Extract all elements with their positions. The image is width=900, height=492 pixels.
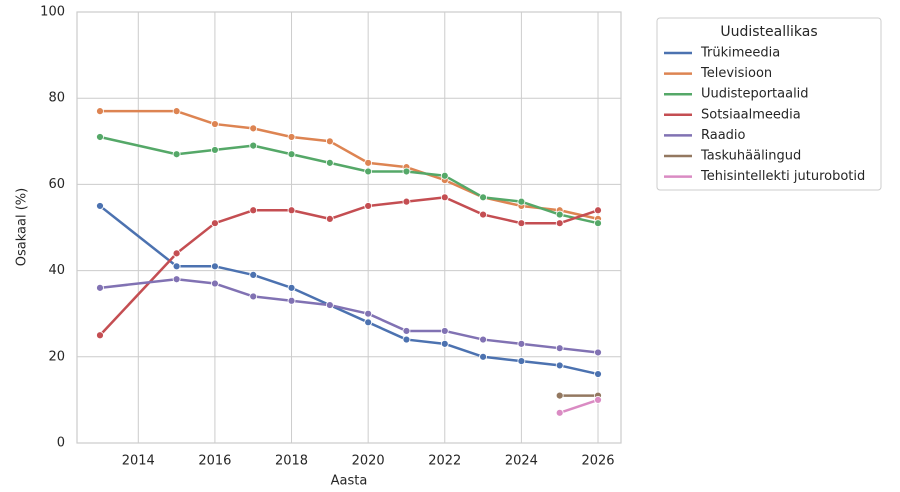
point xyxy=(594,219,602,228)
point xyxy=(555,391,564,400)
point xyxy=(555,210,564,219)
point xyxy=(325,137,334,146)
point xyxy=(402,167,411,176)
point xyxy=(211,279,219,288)
point xyxy=(211,146,219,154)
point xyxy=(555,344,564,353)
point xyxy=(479,210,487,219)
y-tick-label: 0 xyxy=(57,436,65,451)
y-tick-label: 80 xyxy=(48,91,65,106)
point xyxy=(249,141,258,150)
legend-label: Televisioon xyxy=(700,66,772,81)
point xyxy=(440,193,449,202)
point xyxy=(287,296,296,305)
point xyxy=(440,327,449,335)
point xyxy=(211,262,219,271)
point xyxy=(402,335,411,344)
point xyxy=(479,193,487,202)
point xyxy=(249,271,258,279)
x-tick-label: 2018 xyxy=(275,454,308,469)
point xyxy=(440,339,449,348)
point xyxy=(402,327,411,335)
legend-box xyxy=(656,17,882,191)
point xyxy=(517,197,526,206)
point xyxy=(364,167,373,176)
x-tick-label: 2016 xyxy=(198,454,231,469)
point xyxy=(96,107,104,116)
legend-label: Trükimeedia xyxy=(700,46,780,61)
point xyxy=(402,197,411,206)
point xyxy=(594,395,602,404)
y-axis-label: Osakaal (%) xyxy=(15,188,30,266)
point xyxy=(517,219,526,228)
point xyxy=(364,309,373,318)
point xyxy=(287,283,296,292)
point xyxy=(96,202,104,210)
point xyxy=(96,133,104,141)
point xyxy=(594,348,602,357)
point xyxy=(325,158,334,167)
point xyxy=(594,206,602,215)
y-tick-label: 100 xyxy=(40,5,65,20)
point xyxy=(287,150,296,159)
legend-title: Uudisteallikas xyxy=(720,24,817,40)
point xyxy=(249,124,258,133)
point xyxy=(555,219,564,228)
legend-label: Tehisintellekti juturobotid xyxy=(700,169,865,184)
y-tick-label: 20 xyxy=(48,349,65,364)
y-tick-label: 40 xyxy=(48,263,65,278)
legend-label: Raadio xyxy=(701,128,746,143)
point xyxy=(287,133,296,141)
plot-frame xyxy=(76,11,622,444)
point xyxy=(594,370,602,378)
x-tick-label: 2026 xyxy=(581,454,614,469)
point xyxy=(440,171,449,180)
point xyxy=(364,202,373,210)
point xyxy=(211,219,219,228)
point xyxy=(555,408,564,417)
point xyxy=(479,335,487,344)
point xyxy=(96,331,104,340)
x-tick-label: 2024 xyxy=(505,454,538,469)
point xyxy=(287,206,296,215)
legend-label: Taskuhäälingud xyxy=(700,149,801,164)
point xyxy=(517,357,526,366)
point xyxy=(517,339,526,348)
x-tick-label: 2022 xyxy=(428,454,461,469)
point xyxy=(364,318,373,327)
point xyxy=(172,275,181,284)
point xyxy=(96,283,104,292)
x-tick-label: 2020 xyxy=(352,454,385,469)
point xyxy=(172,262,181,271)
point xyxy=(172,150,181,159)
y-tick-label: 60 xyxy=(48,177,65,192)
point xyxy=(249,292,258,301)
point xyxy=(479,352,487,361)
x-tick-label: 2014 xyxy=(122,454,155,469)
point xyxy=(325,214,334,223)
point xyxy=(325,301,334,309)
point xyxy=(364,158,373,167)
point xyxy=(249,206,258,215)
series-line xyxy=(99,135,599,225)
legend-label: Uudisteportaalid xyxy=(701,87,809,102)
point xyxy=(211,120,219,128)
point xyxy=(555,361,564,370)
x-axis-label: Aasta xyxy=(331,474,368,489)
series-line xyxy=(99,204,599,376)
legend-label: Sotsiaalmeedia xyxy=(701,107,801,122)
series-line xyxy=(559,398,599,415)
point xyxy=(172,249,181,258)
point xyxy=(172,107,181,116)
